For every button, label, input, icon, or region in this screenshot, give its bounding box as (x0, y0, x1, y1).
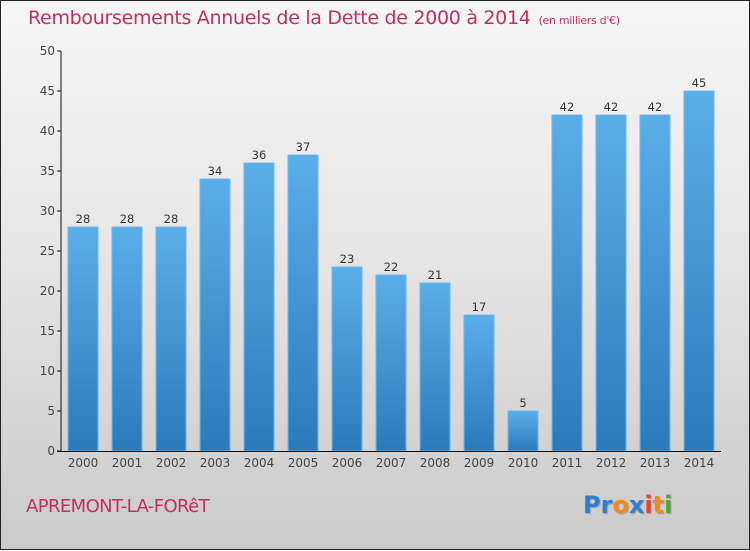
chart-subtitle: (en milliers d'€) (538, 14, 620, 27)
x-tick-label: 2011 (552, 456, 583, 470)
x-axis: 2000 2001 2002 2003 2004 2005 2006 2007 2008 2009… (57, 451, 721, 470)
y-tick-label: 35 (40, 164, 55, 178)
y-tick-label: 45 (40, 84, 55, 98)
x-tick-label: 2000 (68, 456, 99, 470)
bar-2014 (683, 90, 715, 452)
bar-value-label: 28 (120, 212, 135, 226)
bar-2008 (419, 282, 451, 452)
x-tick-label: 2014 (684, 456, 715, 470)
bar-2004 (243, 162, 275, 452)
chart-title-main: Remboursements Annuels de la Dette de 20… (28, 7, 531, 29)
bar-value-label: 23 (340, 252, 355, 266)
chart-title: Remboursements Annuels de la Dette de 20… (28, 7, 620, 29)
logo-letter: P (583, 491, 601, 519)
bar-value-label: 42 (648, 100, 663, 114)
x-tick-label: 2001 (112, 456, 143, 470)
bar-value-label: 22 (384, 260, 399, 274)
bar-2013 (639, 114, 671, 452)
y-tick-label: 40 (40, 124, 55, 138)
bar-value-label: 28 (164, 212, 179, 226)
logo-letter: i (644, 491, 653, 519)
bar-value-label: 42 (560, 100, 575, 114)
bar-2006 (331, 266, 363, 452)
bar-2003 (199, 178, 231, 452)
y-tick-label: 10 (40, 364, 55, 378)
bar-2000 (67, 226, 99, 452)
logo-letter: i (664, 491, 673, 519)
y-tick-label: 20 (40, 284, 55, 298)
bar-value-label: 36 (252, 148, 267, 162)
bar-value-label: 21 (428, 268, 443, 282)
x-tick-label: 2009 (464, 456, 495, 470)
bar-2012 (595, 114, 627, 452)
bar-2007 (375, 274, 407, 452)
x-tick-label: 2012 (596, 456, 627, 470)
bar-value-label: 28 (76, 212, 91, 226)
x-tick-label: 2008 (420, 456, 451, 470)
bar-value-label: 5 (519, 396, 526, 410)
y-tick-label: 15 (40, 324, 55, 338)
bar-2005 (287, 154, 319, 452)
x-tick-label: 2010 (508, 456, 539, 470)
x-tick-label: 2004 (244, 456, 275, 470)
y-tick-label: 50 (40, 44, 55, 58)
bar-value-label: 34 (208, 164, 223, 178)
x-tick-label: 2007 (376, 456, 407, 470)
bar-value-label: 37 (296, 140, 311, 154)
x-tick-label: 2003 (200, 456, 231, 470)
bar-value-label: 42 (604, 100, 619, 114)
bar-value-label: 17 (472, 300, 487, 314)
city-name: APREMONT-LA-FORêT (26, 496, 210, 517)
logo-letter: t (652, 491, 665, 519)
bar-value-label: 45 (692, 76, 707, 90)
y-tick-label: 5 (47, 404, 55, 418)
y-tick-label: 25 (40, 244, 55, 258)
logo-letter: r (600, 491, 613, 519)
logo-letter: x (628, 491, 645, 519)
x-tick-label: 2013 (640, 456, 671, 470)
logo-letter: o (612, 491, 629, 519)
y-tick-label: 30 (40, 204, 55, 218)
y-axis: 0 5 10 15 20 25 30 35 40 45 50 (40, 44, 62, 458)
y-tick-label: 0 (47, 444, 55, 458)
bar-2002 (155, 226, 187, 452)
bars: 28 28 28 34 36 37 23 22 21 17 5 42 42 42 45 (67, 76, 715, 452)
bar-2010 (507, 410, 539, 452)
x-tick-label: 2002 (156, 456, 187, 470)
proxiti-logo[interactable]: Proxiti (583, 491, 672, 519)
x-tick-label: 2005 (288, 456, 319, 470)
x-tick-label: 2006 (332, 456, 363, 470)
bar-2011 (551, 114, 583, 452)
bar-2001 (111, 226, 143, 452)
bar-2009 (463, 314, 495, 452)
